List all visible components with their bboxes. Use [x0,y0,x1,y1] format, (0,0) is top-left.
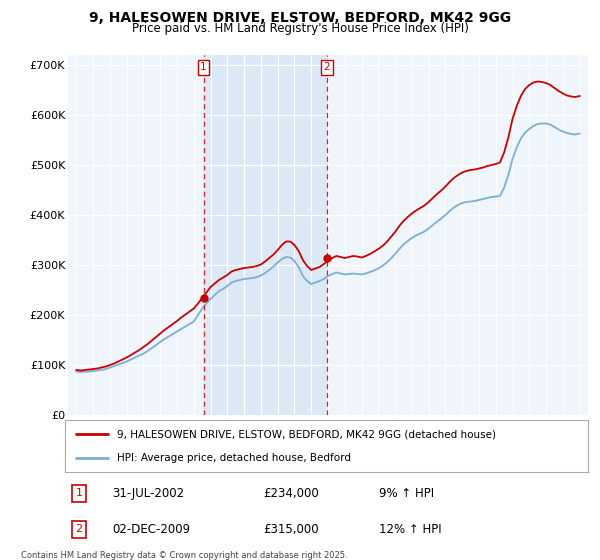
Text: 2: 2 [323,62,330,72]
Text: Contains HM Land Registry data © Crown copyright and database right 2025.
This d: Contains HM Land Registry data © Crown c… [21,551,347,560]
Text: 31-JUL-2002: 31-JUL-2002 [112,487,184,500]
Text: 1: 1 [200,62,207,72]
Text: 1: 1 [76,488,82,498]
Text: HPI: Average price, detached house, Bedford: HPI: Average price, detached house, Bedf… [118,453,352,463]
Text: Price paid vs. HM Land Registry's House Price Index (HPI): Price paid vs. HM Land Registry's House … [131,22,469,35]
Text: £315,000: £315,000 [264,523,319,536]
Text: £234,000: £234,000 [264,487,319,500]
Text: 9, HALESOWEN DRIVE, ELSTOW, BEDFORD, MK42 9GG (detached house): 9, HALESOWEN DRIVE, ELSTOW, BEDFORD, MK4… [118,429,496,439]
Text: 9, HALESOWEN DRIVE, ELSTOW, BEDFORD, MK42 9GG: 9, HALESOWEN DRIVE, ELSTOW, BEDFORD, MK4… [89,11,511,25]
Text: 2: 2 [76,524,83,534]
Text: 12% ↑ HPI: 12% ↑ HPI [379,523,442,536]
Text: 9% ↑ HPI: 9% ↑ HPI [379,487,434,500]
Bar [203,55,326,415]
Text: 02-DEC-2009: 02-DEC-2009 [112,523,190,536]
